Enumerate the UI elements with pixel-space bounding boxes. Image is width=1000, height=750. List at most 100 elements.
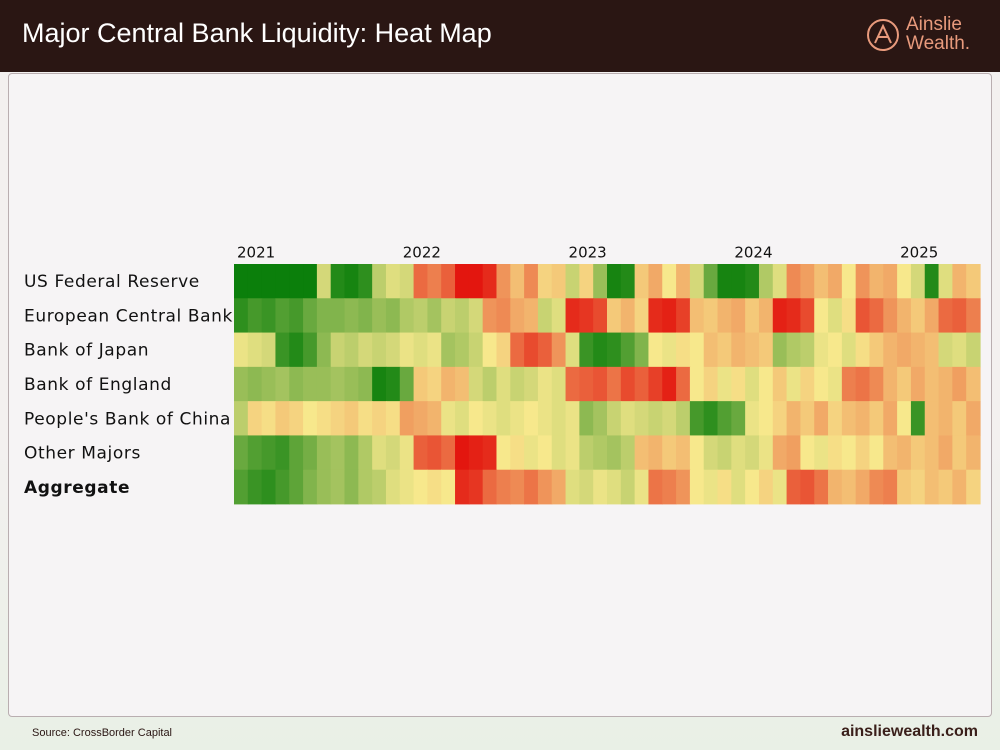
heat-cell [441, 435, 456, 471]
heat-cell [441, 469, 456, 505]
heat-cell [289, 298, 304, 333]
heat-cell [938, 298, 953, 333]
row-label: People's Bank of China [24, 409, 231, 429]
heat-cell [247, 264, 263, 299]
heat-cell [952, 435, 967, 471]
heat-cell [358, 469, 373, 505]
heat-cell [883, 332, 898, 368]
heat-cell [303, 264, 318, 299]
heat-cell [510, 435, 525, 471]
heat-cell [482, 401, 498, 436]
heat-cell [579, 435, 594, 471]
heat-cell [441, 264, 456, 299]
heat-cell [883, 469, 898, 505]
heat-cell [676, 469, 691, 505]
heat-cell [676, 401, 691, 436]
heat-cell [910, 298, 926, 333]
heat-cell [455, 366, 470, 402]
heat-cell [579, 264, 594, 299]
heat-cell [234, 469, 249, 505]
heat-cell [731, 366, 746, 402]
heat-cell [731, 401, 746, 436]
heat-cell [565, 298, 580, 333]
heat-cell [689, 401, 705, 436]
heat-cell [510, 469, 525, 505]
heat-cell [869, 366, 884, 402]
heat-cell [717, 435, 732, 471]
heat-cell [731, 435, 746, 471]
heat-cell [330, 469, 346, 505]
logo: Ainslie Wealth. [866, 14, 978, 58]
heat-cell [427, 332, 442, 368]
heat-cell [289, 366, 304, 402]
heat-cell [247, 435, 263, 471]
x-tick-label: 2021 [237, 244, 275, 262]
heat-cell [841, 469, 857, 505]
heat-cell [786, 469, 802, 505]
heat-cell [952, 401, 967, 436]
heat-cell [952, 332, 967, 368]
heat-cell [634, 264, 650, 299]
heat-cell [413, 264, 429, 299]
row-label: Other Majors [24, 444, 141, 464]
heat-cell [565, 401, 580, 436]
heat-cell [662, 298, 677, 333]
heat-cell [468, 469, 484, 505]
heat-cell [966, 435, 981, 471]
heat-cell [814, 401, 829, 436]
heat-cell [441, 298, 456, 333]
heat-cell [413, 401, 429, 436]
website[interactable]: ainsliewealth.com [841, 723, 978, 740]
heat-cell [869, 435, 884, 471]
heat-cell [551, 264, 567, 299]
heat-cell [703, 469, 719, 505]
heat-cell [482, 366, 498, 402]
heat-cell [399, 366, 415, 402]
heat-cell [344, 469, 359, 505]
heat-cell [524, 332, 539, 368]
heat-cell [800, 469, 815, 505]
heat-cell [703, 401, 719, 436]
heat-cell [510, 298, 525, 333]
heat-cell [883, 264, 898, 299]
heat-cell [524, 366, 539, 402]
heat-cell [634, 366, 650, 402]
x-tick-label: 2025 [900, 244, 938, 262]
heat-cell [897, 469, 912, 505]
heat-cell [772, 366, 788, 402]
heat-cell [234, 401, 249, 436]
heat-cell [482, 469, 498, 505]
heat-cell [772, 332, 788, 368]
heat-cell [413, 469, 429, 505]
heat-cell [607, 298, 622, 333]
logo-text: Ainslie [906, 14, 962, 35]
heat-cell [234, 264, 249, 299]
heat-cell [330, 332, 346, 368]
heat-cell [828, 366, 843, 402]
heat-cell [303, 469, 318, 505]
heat-cell [372, 401, 387, 436]
heat-cell [924, 332, 940, 368]
heat-cell [261, 469, 277, 505]
heat-cell [676, 366, 691, 402]
heat-cell [316, 264, 332, 299]
heat-cell [551, 332, 567, 368]
heat-cell [330, 435, 346, 471]
heat-cell [303, 435, 318, 471]
heat-cell [510, 264, 525, 299]
heat-cell [455, 332, 470, 368]
heat-cell [607, 366, 622, 402]
heat-cell [924, 264, 940, 299]
heat-cell [358, 332, 373, 368]
heat-cell [372, 366, 387, 402]
heat-cell [717, 469, 732, 505]
heat-cell [662, 366, 677, 402]
heat-cell [593, 264, 608, 299]
heat-cell [579, 401, 594, 436]
heat-cell [372, 332, 387, 368]
heat-cell [828, 401, 843, 436]
heat-cell [758, 298, 774, 333]
heat-cell [662, 264, 677, 299]
heat-cell [745, 401, 760, 436]
